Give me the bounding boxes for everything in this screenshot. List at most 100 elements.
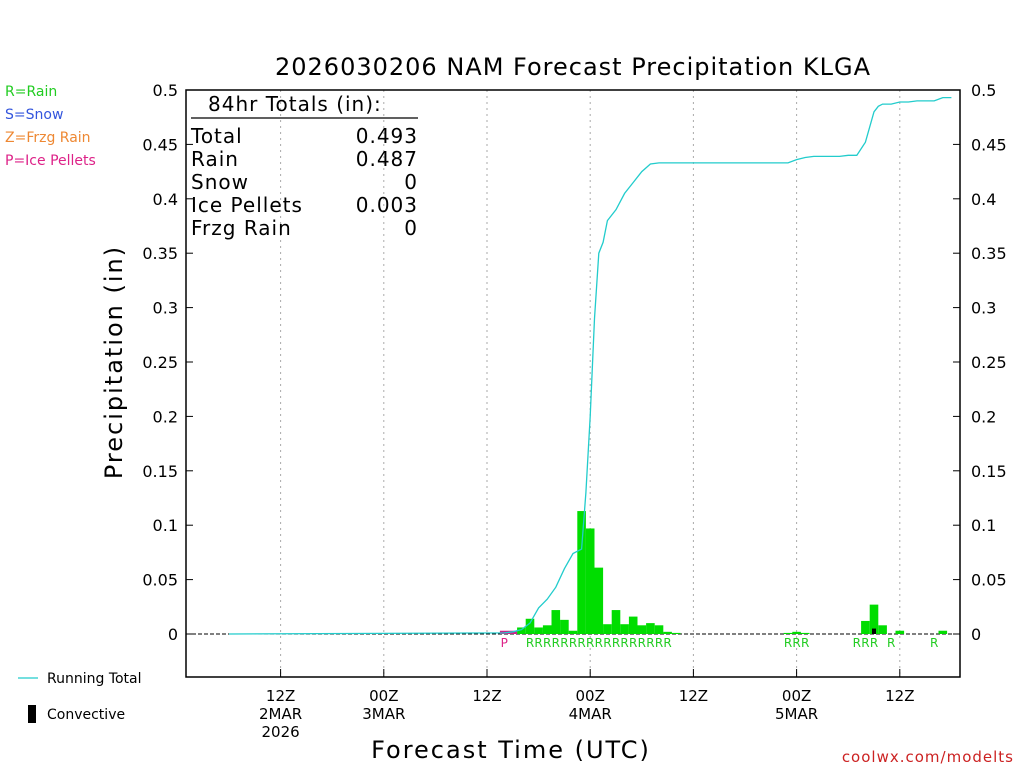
x-tick-label: 2MAR: [259, 705, 302, 723]
x-tick-label: 3MAR: [362, 705, 405, 723]
precip-bar: [800, 632, 810, 634]
y-tick-label: 0.2: [153, 407, 178, 426]
totals-row-value: 0: [404, 216, 418, 240]
precip-bar: [869, 604, 879, 634]
totals-box: 84hr Totals (in): Total 0.493 Rain 0.487 Sno…: [190, 92, 418, 240]
y-tick-label: 0.3: [971, 299, 996, 318]
precip-type-label: R: [887, 636, 895, 650]
credit-text: coolwx.com/modelts: [842, 748, 1014, 766]
precip-bar: [517, 627, 526, 634]
precip-bar: [861, 620, 870, 634]
legend-type-entry: P=Ice Pellets: [5, 153, 96, 169]
precip-type-label: R: [629, 636, 637, 650]
totals-row-value: 0.003: [356, 193, 418, 217]
precip-type-label: R: [930, 636, 938, 650]
precip-bar: [654, 625, 664, 634]
y-tick-label: 0.2: [971, 407, 996, 426]
y-axis-left-ticks: 0.5 0.45 0.4 0.35 0.3 0.25 0.2 0.15 0.1 0.05 0: [142, 81, 193, 644]
precip-type-label: R: [577, 636, 585, 650]
plot-frame: [185, 89, 961, 678]
x-tick-label: 00Z: [369, 687, 398, 705]
y-tick-label: 0.35: [971, 244, 1007, 263]
x-tick-label: 12Z: [885, 687, 914, 705]
y-tick-label: 0.4: [153, 190, 178, 209]
precip-type-label: R: [646, 636, 654, 650]
precip-type-label: R: [663, 636, 671, 650]
y-tick-label: 0.05: [971, 571, 1007, 590]
precip-bar: [938, 630, 948, 634]
x-axis-label: Forecast Time (UTC): [371, 736, 651, 764]
x-tick-label: 2026: [262, 723, 300, 741]
precip-bar: [585, 528, 595, 634]
precip-type-label: R: [870, 636, 878, 650]
precip-bar: [783, 632, 793, 634]
y-axis-label: Precipitation (in): [100, 245, 128, 479]
precip-bar: [646, 623, 655, 634]
convective-legend-label: Convective: [47, 707, 125, 723]
totals-row-label: Total: [190, 124, 243, 148]
precip-bar: [534, 627, 543, 634]
convective-bar: [872, 628, 876, 634]
precip-type-label: R: [792, 636, 800, 650]
y-tick-label: 0.3: [153, 299, 178, 318]
y-tick-label: 0.5: [153, 81, 178, 100]
totals-row-label: Frzg Rain: [191, 216, 292, 240]
precip-bars: [499, 511, 948, 634]
precip-bar: [637, 625, 647, 634]
precip-type-label: R: [784, 636, 792, 650]
precip-bar: [603, 624, 612, 634]
totals-header: 84hr Totals (in):: [208, 92, 382, 116]
precip-bar: [611, 610, 621, 634]
precip-type-label: R: [552, 636, 560, 650]
precip-type-label: R: [569, 636, 577, 650]
y-tick-label: 0.4: [971, 190, 996, 209]
precip-bar: [525, 618, 535, 634]
precip-bar: [895, 630, 905, 634]
precip-bar: [568, 630, 578, 634]
precip-type-label: R: [543, 636, 551, 650]
series-legend: Running Total Convective: [18, 671, 142, 723]
y-tick-label: 0.15: [971, 462, 1007, 481]
precip-bar: [542, 625, 552, 634]
precip-bar: [560, 619, 569, 634]
y-tick-label: 0: [168, 625, 178, 644]
precip-bar: [628, 616, 638, 634]
y-tick-label: 0.45: [142, 135, 178, 154]
precip-type-label: R: [620, 636, 628, 650]
convective-legend-swatch: [28, 705, 36, 723]
y-tick-label: 0.15: [142, 462, 178, 481]
precip-type-label: P: [501, 636, 508, 650]
precip-bar: [671, 632, 681, 634]
x-tick-label: 12Z: [679, 687, 708, 705]
x-tick-label: 00Z: [576, 687, 605, 705]
totals-row-value: 0: [404, 170, 418, 194]
y-tick-label: 0.45: [971, 135, 1007, 154]
x-tick-label: 5MAR: [775, 705, 818, 723]
y-tick-label: 0.05: [142, 571, 178, 590]
precip-type-label: R: [526, 636, 534, 650]
precip-type-label: R: [534, 636, 542, 650]
precip-type-label: R: [861, 636, 869, 650]
legend-type-entry: Z=Frzg Rain: [5, 130, 91, 146]
y-tick-label: 0.1: [971, 516, 996, 535]
y-axis-right-ticks: 0.5 0.45 0.4 0.35 0.3 0.25 0.2 0.15 0.1 0.05 0: [953, 81, 1007, 644]
convective-bars: [872, 628, 876, 634]
precip-type-legend: R=Rain S=Snow Z=Frzg Rain P=Ice Pellets: [5, 84, 96, 169]
precip-type-label: R: [655, 636, 663, 650]
y-tick-label: 0.35: [142, 244, 178, 263]
y-tick-label: 0.5: [971, 81, 996, 100]
precip-type-label: R: [603, 636, 611, 650]
precip-type-label: R: [586, 636, 594, 650]
legend-type-entry: S=Snow: [5, 107, 63, 123]
y-tick-label: 0: [971, 625, 981, 644]
legend-type-entry: R=Rain: [5, 84, 57, 100]
precip-type-label: R: [801, 636, 809, 650]
totals-row-value: 0.493: [356, 124, 418, 148]
precip-type-labels: R R R R R R R R R R R R R R R R R R R R R R R R RP: [501, 636, 939, 650]
precip-type-label: R: [560, 636, 568, 650]
running-total-legend-label: Running Total: [47, 671, 142, 687]
precip-bar: [878, 625, 887, 634]
precip-bar: [594, 567, 604, 634]
precip-type-label: R: [595, 636, 603, 650]
totals-rows: Total 0.493 Rain 0.487 Snow 0 Ice Pellets 0.003…: [190, 124, 418, 240]
